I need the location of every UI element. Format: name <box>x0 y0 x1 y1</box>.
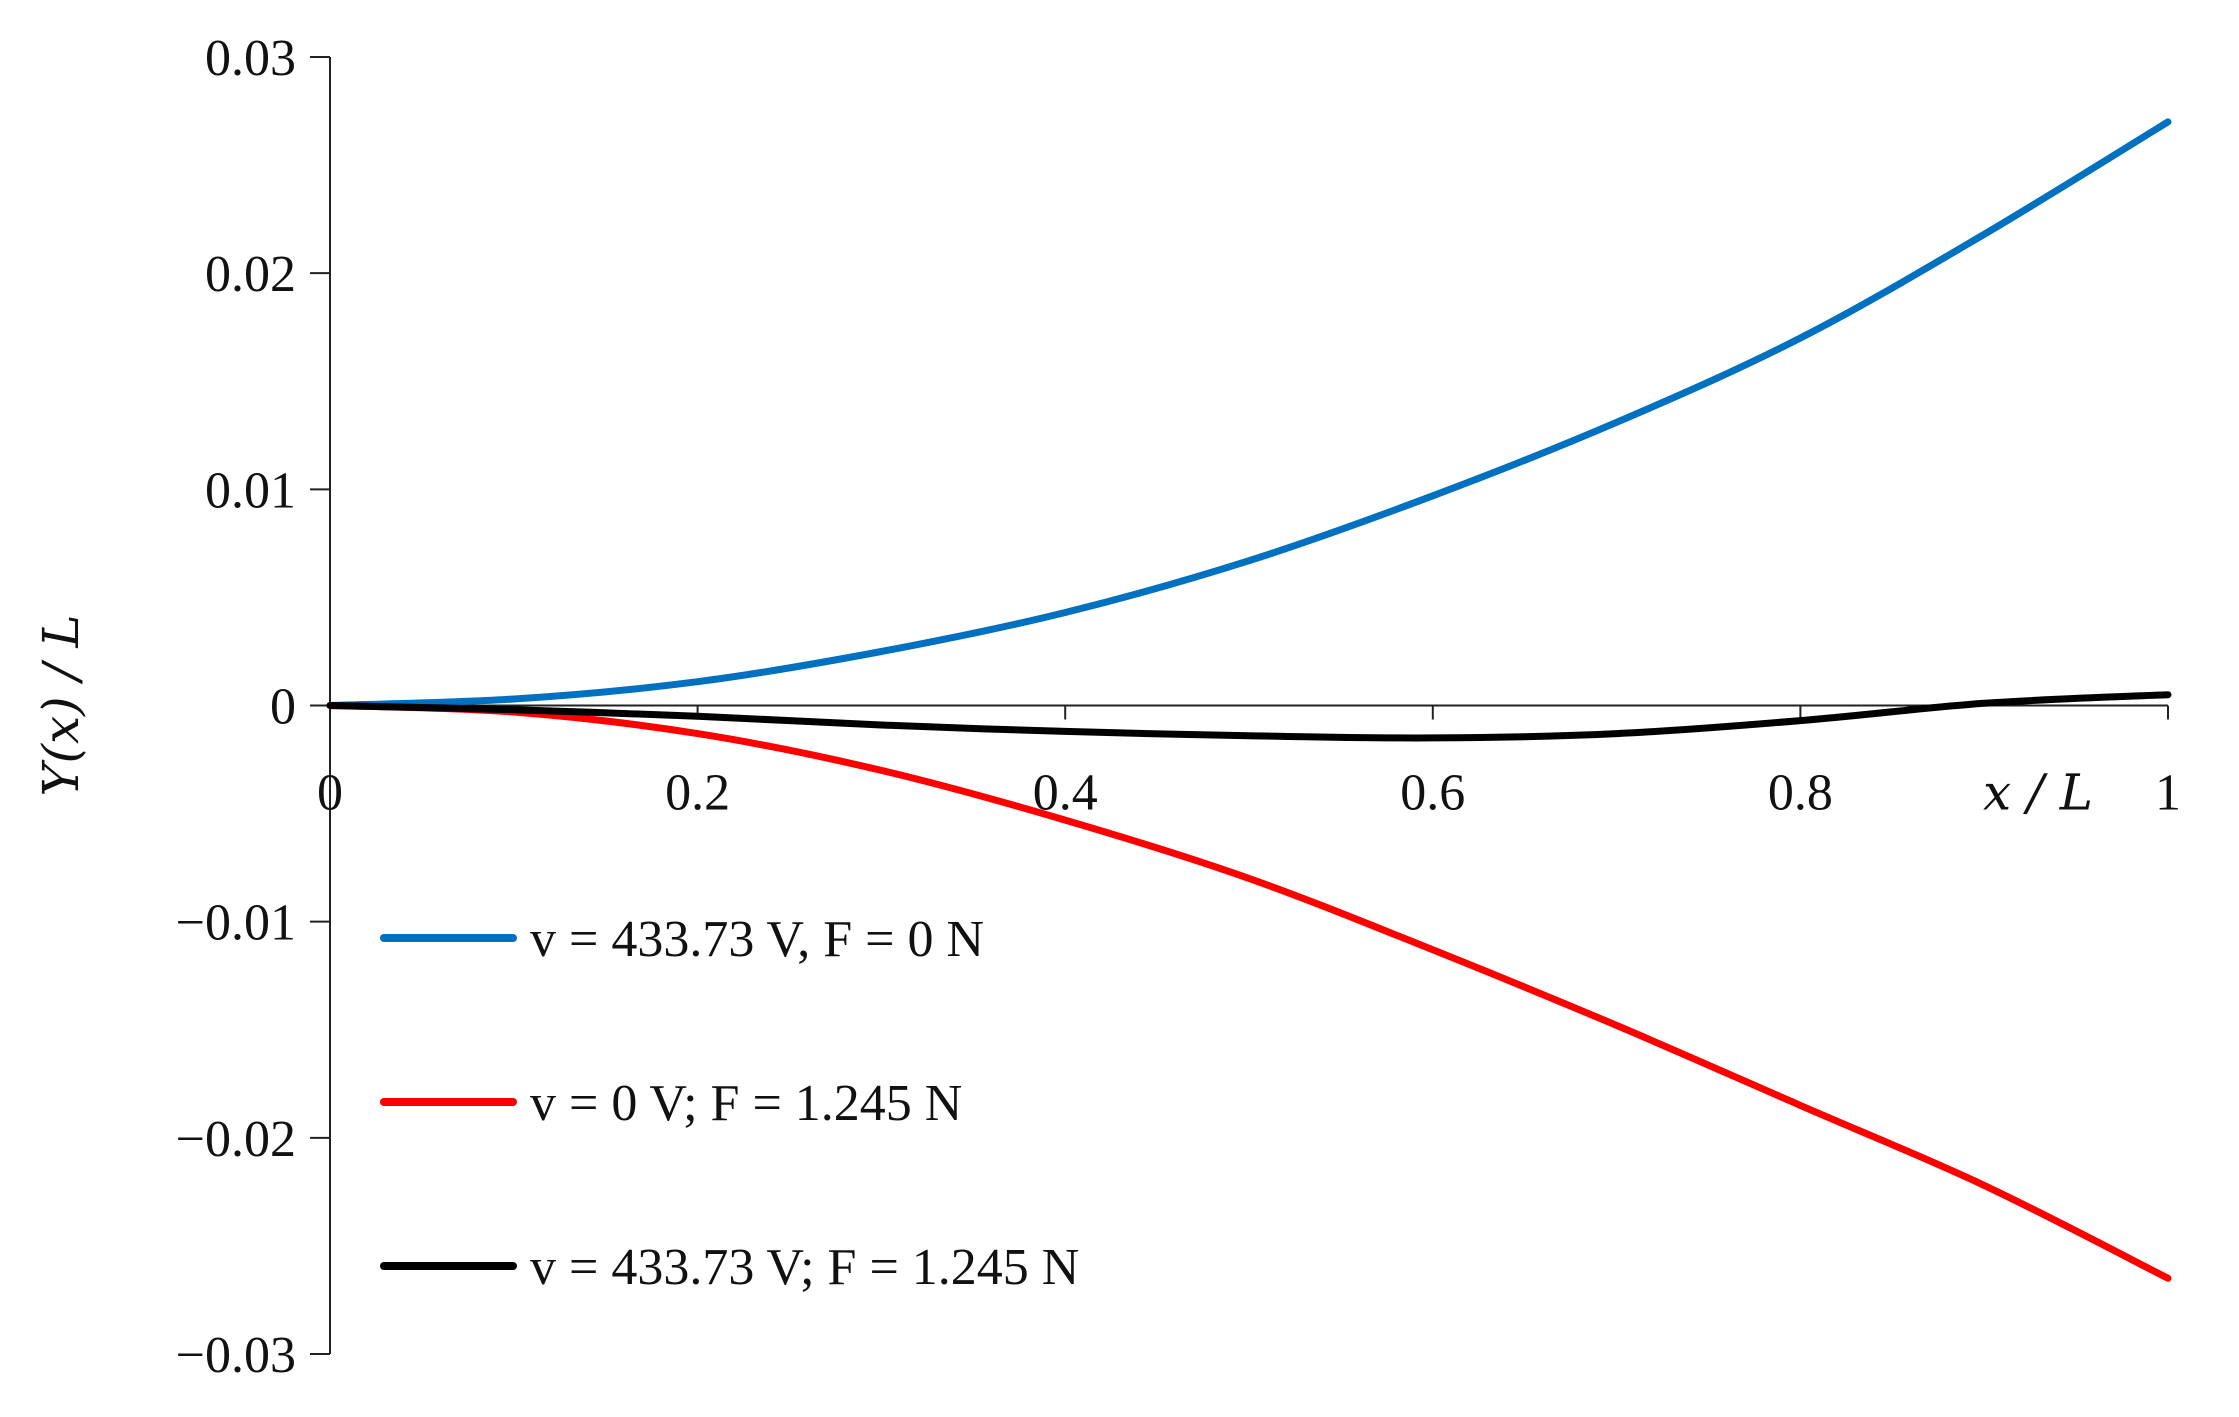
x-axis-ticks: 0 0.2 0.4 0.6 0.8 1 <box>317 705 2181 822</box>
y-tick-label: −0.02 <box>176 1111 296 1168</box>
y-axis-ticks: 0.03 0.02 0.01 0 −0.01 −0.02 −0.03 <box>176 30 330 1384</box>
legend-label-2: v = 0 V; F = 1.245 N <box>530 1075 962 1132</box>
legend: v = 433.73 V, F = 0 N v = 0 V; F = 1.245 … <box>380 911 1079 1296</box>
legend-label-3: v = 433.73 V; F = 1.245 N <box>530 1239 1079 1296</box>
y-tick-label: 0.01 <box>205 462 296 519</box>
series-line-1 <box>326 118 2172 709</box>
y-tick-label: 0 <box>270 679 296 736</box>
x-tick-label: 0.2 <box>665 765 730 822</box>
x-tick-label: 0.8 <box>1768 765 1833 822</box>
series-line-3 <box>326 691 2172 742</box>
y-tick-label: 0.03 <box>205 30 296 87</box>
y-tick-label: 0.02 <box>205 246 296 303</box>
series-lines <box>326 118 2172 1282</box>
axes <box>329 57 2168 1354</box>
y-tick-label: −0.03 <box>176 1327 296 1384</box>
x-tick-label: 0.6 <box>1400 765 1465 822</box>
x-tick-label: 0 <box>317 765 343 822</box>
series-line-2 <box>326 702 2172 1282</box>
y-axis-title: Y(x) / L <box>32 614 90 796</box>
legend-label-1: v = 433.73 V, F = 0 N <box>530 911 984 968</box>
y-tick-label: −0.01 <box>176 895 296 952</box>
x-axis-title: x / L <box>1983 764 2093 822</box>
x-tick-label: 1 <box>2155 765 2181 822</box>
